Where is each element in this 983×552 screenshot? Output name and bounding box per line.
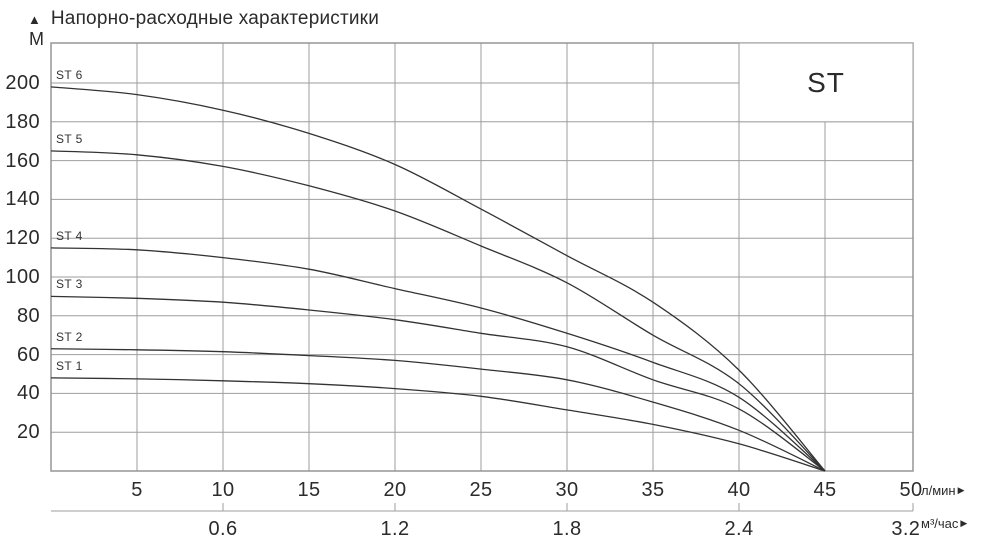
y-tick-label: 180 [5,110,40,133]
y-tick-label: 20 [16,421,40,444]
curve-label: ST 4 [56,228,83,243]
x-tick-label: 15 [297,479,321,501]
y-tick-label: 200 [5,72,40,94]
curve-label: ST 3 [56,277,83,292]
series-family-label: ST [807,66,845,98]
curve-st-2 [50,348,826,472]
x2-tick-label: 1.8 [552,518,582,540]
x-axis-unit-text: л/мин [921,483,956,498]
curve-st-1 [50,377,826,472]
y-tick-label: 100 [5,266,40,288]
x-axis2-unit-text: м³/час [921,516,959,531]
x2-tick-label: 3.2 [891,518,921,540]
x2-tick-label: 1.2 [380,518,410,540]
x-tick-label: 25 [469,479,493,501]
curve-st-5 [50,150,826,472]
y-axis-unit-label: М [29,29,44,49]
x-axis2-unit-label: м³/час ▶ [921,516,967,531]
y-tick-label: 120 [5,227,40,250]
curve-label: ST 2 [56,329,83,344]
y-tick-label: 140 [5,188,40,211]
x2-tick-label: 2.4 [724,518,754,540]
x-tick-label: 50 [899,479,923,501]
x2-tick-label: 0.6 [208,518,238,540]
curve-st-4 [50,247,826,472]
x-tick-label: 20 [383,479,407,501]
y-tick-label: 60 [16,343,40,366]
x-axis2-arrow-icon: ▶ [960,518,968,528]
chart-title: Напорно-расходные характеристики [50,8,380,29]
y-tick-label: 80 [16,304,40,327]
curve-label: ST 6 [56,67,83,82]
plot-border [50,42,914,472]
y-axis-arrow-icon: ▲ [28,11,41,27]
chart-header: ▲ Напорно-расходные характеристики [28,8,379,30]
y-tick-label: 40 [16,382,40,405]
x-tick-label: 30 [555,479,579,501]
x-tick-label: 10 [211,479,235,501]
x-tick-label: 40 [727,479,751,501]
curve-label: ST 1 [56,358,83,373]
series-family-box [738,42,914,123]
curve-label: ST 5 [56,131,83,146]
x-tick-label: 35 [641,479,665,501]
x-axis-arrow-icon: ▶ [957,485,965,495]
x-tick-label: 45 [813,479,837,501]
curve-st-6 [50,86,826,472]
y-tick-label: 160 [5,149,40,172]
x-tick-label: 5 [131,479,143,501]
curve-st-3 [50,295,826,472]
x-axis-unit-label: л/мин ▶ [921,483,965,498]
